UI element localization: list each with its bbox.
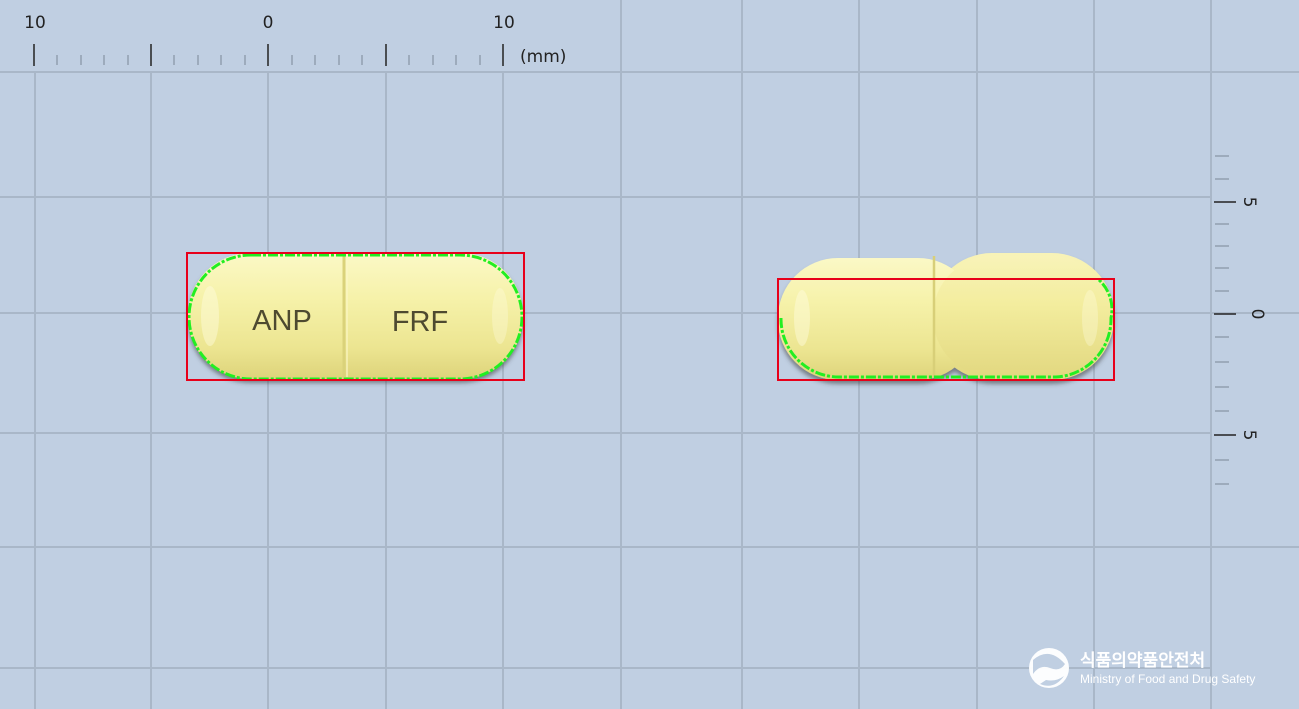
capsule-front-imprint-left: ANP: [252, 305, 312, 337]
right-ruler-label-top: 5: [1239, 197, 1259, 208]
capsule-front-body: [188, 253, 523, 379]
right-ruler-label-center: 0: [1247, 309, 1267, 320]
top-ruler-unit: (mm): [520, 47, 566, 67]
mfds-logo: 식품의약품안전처 Ministry of Food and Drug Safet…: [1029, 648, 1255, 688]
top-ruler-label-left: 10: [24, 13, 46, 33]
right-ruler-label-bottom: 5: [1239, 430, 1259, 441]
mfds-emblem-icon: [1029, 648, 1069, 688]
mfds-logo-korean: 식품의약품안전처: [1080, 650, 1205, 671]
capsule-front-imprint-right: FRF: [392, 306, 448, 338]
capsule-back: [778, 253, 1114, 380]
capsule-front: ANP FRF: [187, 253, 524, 380]
mfds-logo-english: Ministry of Food and Drug Safety: [1080, 672, 1255, 686]
top-ruler: 10 0 10 (mm): [24, 13, 566, 67]
top-ruler-label-center: 0: [263, 13, 274, 33]
top-ruler-label-right: 10: [493, 13, 515, 33]
right-ruler: 5 0 5: [1214, 156, 1267, 484]
